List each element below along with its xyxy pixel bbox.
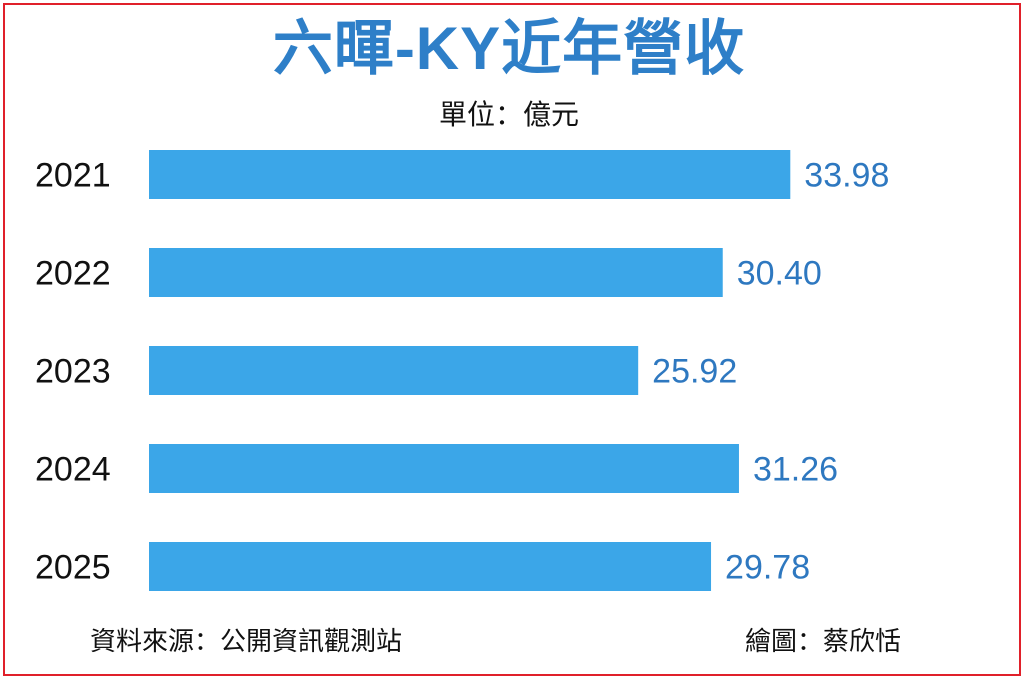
bar-2025 xyxy=(149,542,712,591)
bar-2024 xyxy=(149,444,739,493)
chart-title: 六暉-KY近年營收 xyxy=(272,15,746,82)
value-label-2023: 25.92 xyxy=(652,353,737,391)
category-label: 2024 xyxy=(35,451,111,489)
credit-label: 繪圖：蔡欣恬 xyxy=(745,626,902,656)
value-label-2025: 29.78 xyxy=(725,549,810,587)
source-label: 資料來源：公開資訊觀測站 xyxy=(90,626,403,656)
bar-2021 xyxy=(149,150,791,199)
category-label: 2021 xyxy=(35,157,111,195)
bar-2022 xyxy=(149,248,723,297)
category-label: 2022 xyxy=(35,255,111,293)
category-label: 2025 xyxy=(35,549,111,587)
value-label-2022: 30.40 xyxy=(737,255,822,293)
value-label-2024: 31.26 xyxy=(753,451,838,489)
bar-2023 xyxy=(149,346,639,395)
unit-label: 單位：億元 xyxy=(438,99,579,130)
value-label-2021: 33.98 xyxy=(804,157,889,195)
category-label: 2023 xyxy=(35,353,111,391)
